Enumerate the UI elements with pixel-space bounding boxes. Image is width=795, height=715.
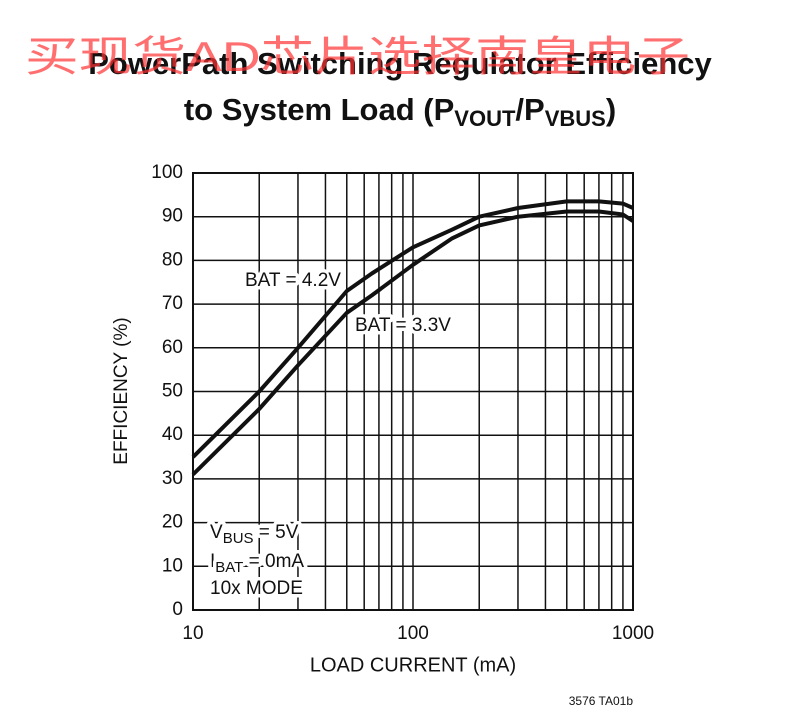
y-tick-label: 50 — [162, 381, 183, 402]
annotation: IBAT = 0mA — [210, 551, 304, 576]
title-part: /P — [515, 92, 544, 127]
y-tick-label: 0 — [172, 599, 183, 620]
title-part: ) — [606, 92, 616, 127]
annotation-part: BAT — [215, 559, 243, 576]
annotation-part: 10x MODE — [210, 578, 303, 599]
annotation-part: = 0mA — [243, 551, 304, 572]
title-part: VOUT — [454, 106, 516, 131]
chart-title: PowerPath Switching Regulator Efficiency — [88, 46, 712, 81]
annotation-part: = 5V — [254, 522, 299, 543]
series-label: BAT = 4.2V — [245, 270, 341, 291]
series-label: BAT = 3.3V — [355, 315, 451, 336]
plot-frame — [192, 172, 634, 611]
y-tick-label: 100 — [151, 162, 183, 183]
x-tick-label: 1000 — [612, 623, 654, 644]
watermark: 买现货AD芯片选择南皇电子 — [25, 33, 690, 80]
x-tick-label: 100 — [397, 623, 429, 644]
chart-subtitle: to System Load (PVOUT/PVBUS) — [184, 92, 616, 131]
y-tick-label: 80 — [162, 249, 183, 270]
line — [191, 209, 635, 476]
y-tick-label: 70 — [162, 293, 183, 314]
y-tick-label: 40 — [162, 424, 183, 445]
title-part: VBUS — [545, 106, 606, 131]
annotation-part: BUS — [223, 530, 254, 547]
title-part: to System Load (P — [184, 92, 454, 127]
annotation: 10x MODE — [210, 578, 303, 599]
x-tick-label: 10 — [182, 623, 203, 644]
annotation-part: V — [210, 522, 223, 543]
annotation: VBUS = 5V — [210, 522, 299, 547]
y-tick-label: 60 — [162, 337, 183, 358]
y-tick-label: 30 — [162, 468, 183, 489]
y-tick-label: 90 — [162, 206, 183, 227]
y-tick-label: 10 — [162, 555, 183, 576]
line — [191, 199, 634, 459]
y-tick-label: 20 — [162, 512, 183, 533]
y-axis-title: EFFICIENCY (%) — [111, 317, 132, 464]
x-axis-title: LOAD CURRENT (mA) — [310, 654, 516, 676]
footnote: 3576 TA01b — [569, 694, 634, 708]
